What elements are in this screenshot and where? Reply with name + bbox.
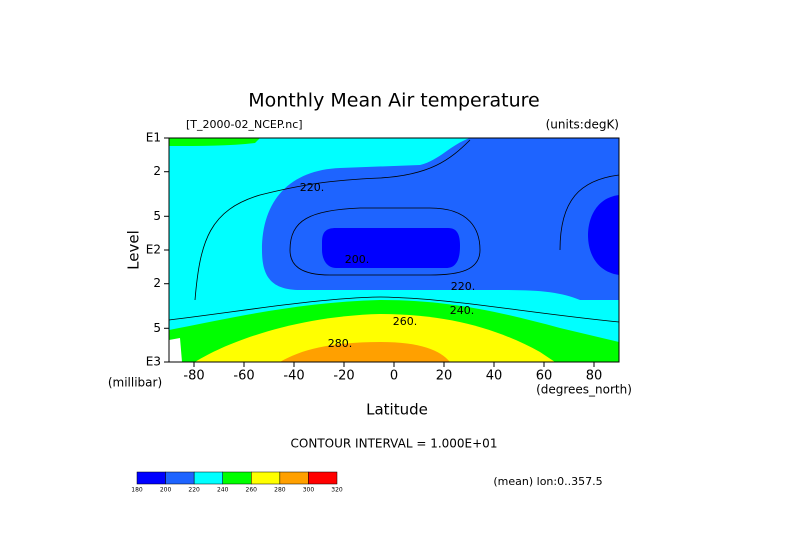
- contour-lines: [169, 139, 619, 323]
- y-tick-label: 2: [153, 164, 161, 178]
- colorbar-label: 280: [274, 487, 286, 494]
- x-tick-label: -40: [283, 369, 304, 384]
- contour-line: [169, 296, 619, 323]
- x-tick-label: -60: [233, 369, 254, 384]
- contour-interval: CONTOUR INTERVAL = 1.000E+01: [291, 437, 498, 451]
- x-tick-label: -20: [333, 369, 354, 384]
- colorbar-box: [279, 471, 309, 485]
- contour-fill: [280, 342, 450, 362]
- contour-line: [194, 139, 471, 301]
- y-tick-label: 2: [153, 276, 161, 290]
- x-tick-label: 20: [436, 369, 453, 384]
- colorbar-box: [193, 471, 223, 485]
- contour-line: [289, 207, 481, 276]
- y-tick-label: E3: [146, 355, 161, 369]
- x-tick-label: 0: [390, 369, 398, 384]
- missing-region: [169, 338, 182, 362]
- x-tick-label: 60: [536, 369, 553, 384]
- colorbar-label: 200: [160, 487, 172, 494]
- colorbar-box: [136, 471, 166, 485]
- contour-fill: [169, 138, 260, 146]
- file-label: [T_2000-02_NCEP.nc]: [186, 118, 303, 131]
- colorbar-label: 180: [131, 487, 143, 494]
- colorbar-box: [251, 471, 281, 485]
- contour-label: 200.: [345, 253, 370, 266]
- colorbar-label: 320: [331, 487, 343, 494]
- colorbar-box: [308, 471, 338, 485]
- contour-label: 240.: [450, 304, 475, 317]
- y-axis-label: Level: [125, 230, 143, 270]
- x-tick-label: -80: [183, 369, 204, 384]
- y-tick-label: 5: [153, 321, 161, 335]
- colorbar-label: 220: [188, 487, 200, 494]
- y-tick-label: E2: [146, 243, 161, 257]
- contour-label: 280.: [328, 337, 353, 350]
- colorbar-box: [222, 471, 252, 485]
- y-tick-label: E1: [146, 131, 161, 145]
- contour-fills: [169, 138, 619, 362]
- contour-label: 260.: [393, 315, 418, 328]
- x-tick-label: 40: [486, 369, 503, 384]
- contour-label: 220.: [451, 280, 476, 293]
- x-units-label: (degrees_north): [536, 383, 632, 397]
- contour-fill: [322, 228, 460, 268]
- contour-fill: [588, 195, 619, 275]
- colorbar-label: 260: [246, 487, 258, 494]
- mean-label: (mean) lon:0..357.5: [493, 475, 602, 488]
- contour-line: [559, 174, 619, 251]
- chart-title: Monthly Mean Air temperature: [248, 90, 539, 112]
- x-axis-label: Latitude: [366, 401, 428, 419]
- colorbar-label: 300: [303, 487, 315, 494]
- colorbar-box: [165, 471, 195, 485]
- y-units-label: (millibar): [108, 376, 162, 390]
- units-label: (units:degK): [546, 118, 619, 132]
- x-tick-label: 80: [586, 369, 603, 384]
- colorbar-label: 240: [217, 487, 229, 494]
- y-tick-label: 5: [153, 209, 161, 223]
- contour-fill: [195, 314, 555, 362]
- contour-label: 220.: [300, 181, 325, 194]
